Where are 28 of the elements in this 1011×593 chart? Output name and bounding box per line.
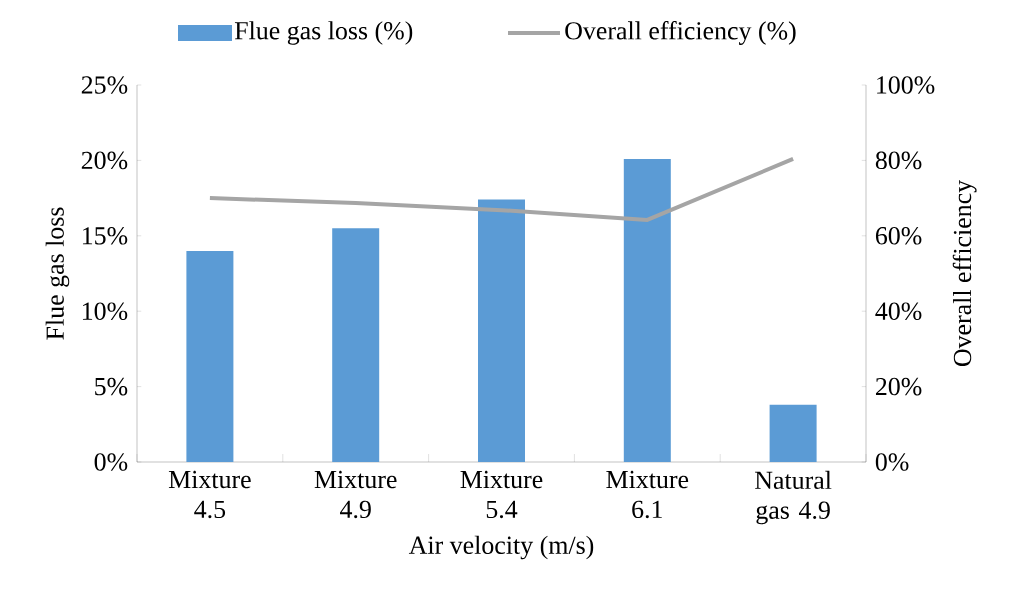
bar xyxy=(769,404,817,462)
x-tick-label: Mixture 4.9 xyxy=(314,470,397,519)
y-tick-label: 20% xyxy=(81,151,128,170)
y-tick-label: 15% xyxy=(82,227,128,245)
y2-tick-label: 100% xyxy=(877,76,935,94)
bar xyxy=(478,199,525,462)
x-tick-label: Mixture 6.1 xyxy=(606,470,689,519)
x-tick-label: Natural gas 4.9 xyxy=(755,470,832,525)
y2-tick-label: 20% xyxy=(875,377,922,396)
y-tick-label: 25% xyxy=(81,76,128,94)
bar xyxy=(186,250,234,462)
y2-tick-label: 80% xyxy=(875,151,922,170)
y-tick-label: 10% xyxy=(82,302,128,320)
y2-tick-label: 40% xyxy=(875,302,922,320)
y2-tick-label: 60% xyxy=(875,227,922,245)
x-axis-title: Air velocity (m/s) xyxy=(408,535,594,560)
line-series xyxy=(207,156,796,222)
x-tick-label: Mixture 5.4 xyxy=(460,470,543,519)
y2-tick-label: 0% xyxy=(875,453,909,471)
legend-label: Flue gas loss (%) xyxy=(234,21,413,45)
y2-axis-title: Overall efficiency xyxy=(952,179,977,367)
y-tick-label: 0% xyxy=(94,453,128,471)
bar xyxy=(623,158,671,462)
y-axis-title: Flue gas loss xyxy=(45,207,70,340)
x-tick-label: Mixture 4.5 xyxy=(168,470,251,519)
bar xyxy=(332,228,380,462)
y-tick-label: 5% xyxy=(95,377,128,396)
legend-label: Overall efficiency (%) xyxy=(565,21,796,45)
